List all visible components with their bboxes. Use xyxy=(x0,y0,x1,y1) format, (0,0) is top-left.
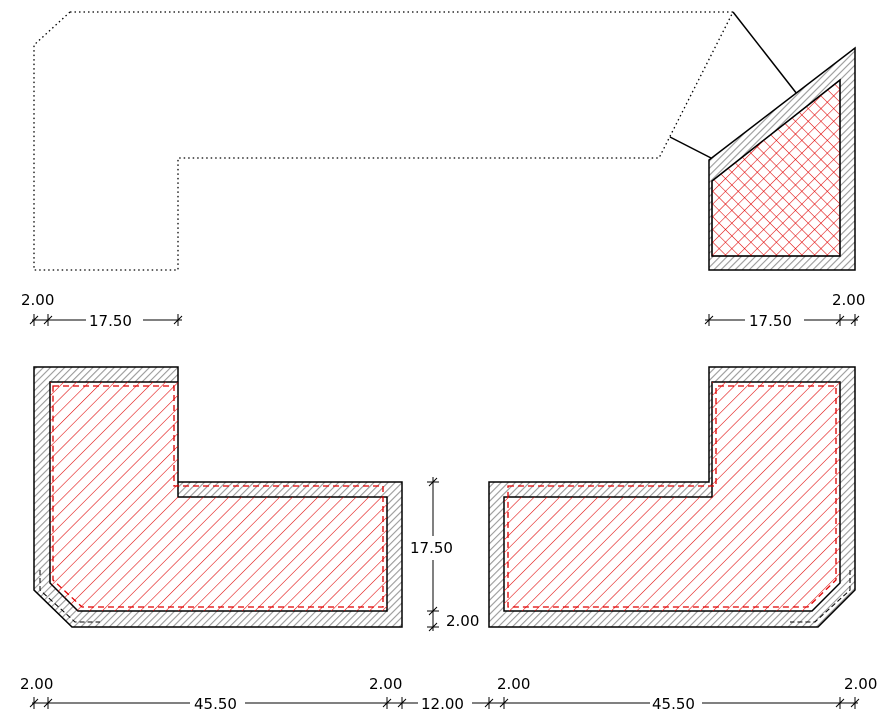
roof-red-crosshatch xyxy=(711,78,841,257)
top-right-roof-shape xyxy=(669,11,856,271)
dim-label-bottom-left-wall-b: 2.00 xyxy=(369,675,402,693)
left-room-red-hatch xyxy=(50,382,387,611)
right-room-red-hatch xyxy=(504,382,840,611)
bottom-right-room xyxy=(488,366,856,628)
dim-label-middle-vertical-length: 17.50 xyxy=(410,539,453,557)
dim-label-top-left-length: 17.50 xyxy=(89,312,132,330)
bottom-left-room xyxy=(33,366,403,628)
dim-label-top-right-length: 17.50 xyxy=(749,312,792,330)
dim-label-top-right-wall: 2.00 xyxy=(832,291,865,309)
dim-label-top-left-wall: 2.00 xyxy=(21,291,54,309)
dim-label-bottom-left-length: 45.50 xyxy=(194,695,237,712)
dim-label-bottom-right-wall-a: 2.00 xyxy=(497,675,530,693)
dim-label-bottom-gap: 12.00 xyxy=(421,695,464,712)
dim-label-bottom-left-wall-a: 2.00 xyxy=(20,675,53,693)
dim-label-bottom-right-length: 45.50 xyxy=(652,695,695,712)
dotted-footprint-outline xyxy=(33,11,735,271)
dim-label-bottom-right-wall-b: 2.00 xyxy=(844,675,877,693)
right-room-dashed-boundary xyxy=(507,385,837,608)
dimension-lines xyxy=(29,314,860,709)
dim-label-middle-vertical-wall: 2.00 xyxy=(446,612,479,630)
left-room-dashed-boundary xyxy=(52,385,384,608)
